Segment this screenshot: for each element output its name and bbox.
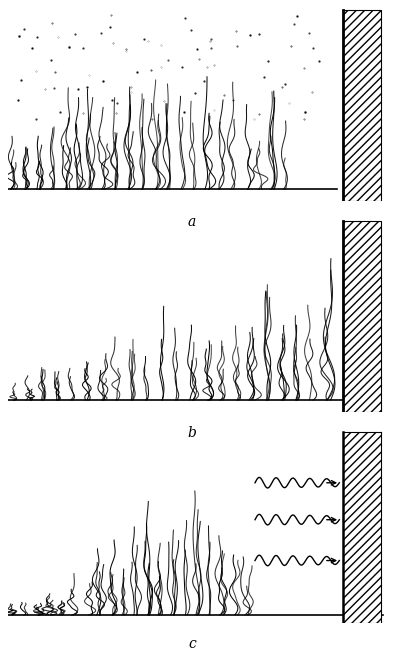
Text: c: c [188,637,196,651]
Bar [343,432,381,623]
Text: a: a [188,215,196,229]
Text: b: b [188,426,196,440]
Bar [343,221,381,412]
Bar [343,11,381,201]
